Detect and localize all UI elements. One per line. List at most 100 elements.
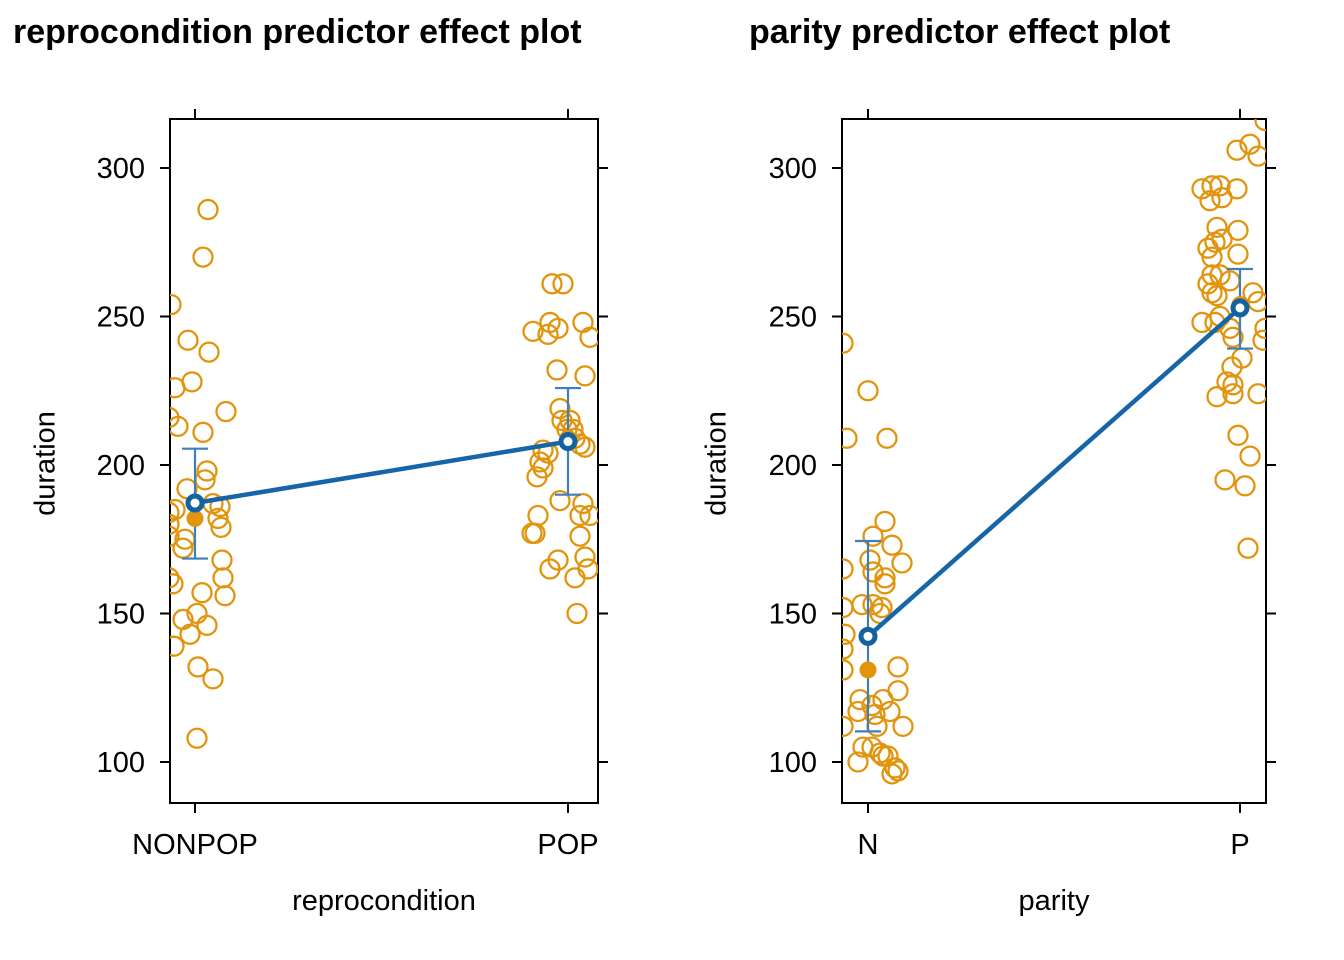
residual-point — [887, 656, 909, 678]
residual-point — [881, 534, 903, 556]
cell-mean-point — [186, 509, 204, 527]
residuals-group — [842, 119, 1266, 785]
residual-point — [179, 623, 201, 645]
residual-point — [192, 421, 214, 443]
residual-point — [170, 293, 182, 316]
residual-point — [170, 525, 180, 547]
left-x-axis-title: reprocondition — [292, 885, 476, 917]
residual-point — [866, 715, 888, 738]
residual-point — [847, 751, 869, 773]
residual-point — [579, 504, 598, 527]
residual-point — [862, 561, 884, 583]
residual-point — [1247, 383, 1266, 405]
residual-point — [881, 763, 903, 785]
residual-point — [522, 320, 544, 343]
residual-point — [196, 614, 218, 637]
residual-point — [1227, 219, 1249, 242]
residual-point — [842, 638, 854, 660]
residual-point — [212, 567, 234, 589]
residuals-group — [170, 198, 598, 749]
x-tick-label-p: P — [1230, 829, 1250, 861]
y-tick-label: 150 — [769, 599, 817, 631]
residual-point — [874, 510, 896, 533]
residual-point — [1254, 317, 1266, 340]
residual-point — [842, 596, 854, 619]
residual-point — [1206, 285, 1228, 307]
residual-point — [1247, 291, 1266, 313]
residual-point — [198, 341, 220, 363]
y-tick-label: 250 — [769, 302, 817, 334]
y-tick-label: 250 — [97, 302, 145, 334]
residual-point — [537, 323, 559, 345]
residual-point — [1211, 187, 1233, 209]
fit-point — [1230, 298, 1250, 318]
residual-point — [1252, 329, 1266, 351]
x-tick-label-nonpop: NONPOP — [132, 829, 258, 861]
residual-point — [215, 400, 237, 423]
fit-line — [866, 306, 1242, 639]
residual-point — [539, 558, 561, 580]
residual-point — [1214, 469, 1236, 491]
residual-point — [1222, 374, 1244, 396]
residual-point — [527, 504, 549, 527]
residual-point — [1222, 326, 1244, 348]
residual-point — [532, 439, 554, 461]
right-y-axis-title: duration — [700, 411, 733, 516]
residual-point — [1237, 537, 1259, 559]
residual-point — [572, 492, 594, 515]
residual-point — [859, 549, 881, 571]
residual-point — [526, 466, 548, 488]
residual-point — [569, 504, 591, 527]
residual-point — [1227, 424, 1249, 446]
residual-point — [186, 727, 208, 749]
residual-point — [1201, 282, 1223, 304]
residual-point — [196, 460, 218, 482]
residual-point — [849, 688, 871, 711]
left-y-axis-title: duration — [29, 411, 62, 516]
residual-point — [210, 516, 232, 539]
residual-point — [170, 415, 189, 438]
residual-point — [876, 427, 898, 449]
residual-point — [197, 198, 219, 221]
residual-point — [1234, 475, 1256, 497]
y-tick-label: 100 — [769, 747, 817, 779]
residual-point — [549, 489, 571, 512]
fit-line — [194, 439, 569, 506]
residual-point — [842, 427, 858, 449]
cell-mean-point — [859, 661, 877, 679]
residual-point — [574, 365, 596, 387]
residual-point — [1222, 383, 1244, 405]
residual-point — [1204, 231, 1226, 253]
residual-point — [1209, 175, 1231, 197]
residual-point — [842, 558, 854, 580]
residual-point — [892, 715, 914, 738]
residual-point — [1191, 311, 1213, 334]
residual-point — [1247, 145, 1266, 167]
y-tick-label: 150 — [97, 599, 145, 631]
residual-point — [211, 549, 233, 571]
residual-point — [842, 715, 854, 738]
residual-point — [1201, 246, 1223, 268]
right-x-axis-title: parity — [1018, 885, 1090, 917]
x-tick-label-pop: POP — [537, 829, 599, 861]
y-tick-label: 300 — [769, 153, 817, 185]
residual-point — [872, 745, 894, 767]
residual-point — [1227, 243, 1249, 265]
fit-point — [558, 432, 578, 452]
residual-point — [874, 567, 896, 589]
residual-point — [874, 573, 896, 595]
residual-point — [566, 602, 588, 625]
residual-point — [579, 326, 598, 348]
residual-point — [842, 332, 854, 354]
residual-point — [524, 522, 546, 544]
residual-point — [1239, 133, 1261, 155]
residual-point — [170, 573, 184, 595]
residual-point — [864, 703, 886, 726]
residual-point — [572, 311, 594, 334]
residual-point — [170, 567, 180, 589]
y-tick-label: 200 — [769, 450, 817, 482]
residual-point — [569, 525, 591, 547]
right-panel-title: parity predictor effect plot — [749, 13, 1171, 51]
residual-point — [564, 567, 586, 589]
